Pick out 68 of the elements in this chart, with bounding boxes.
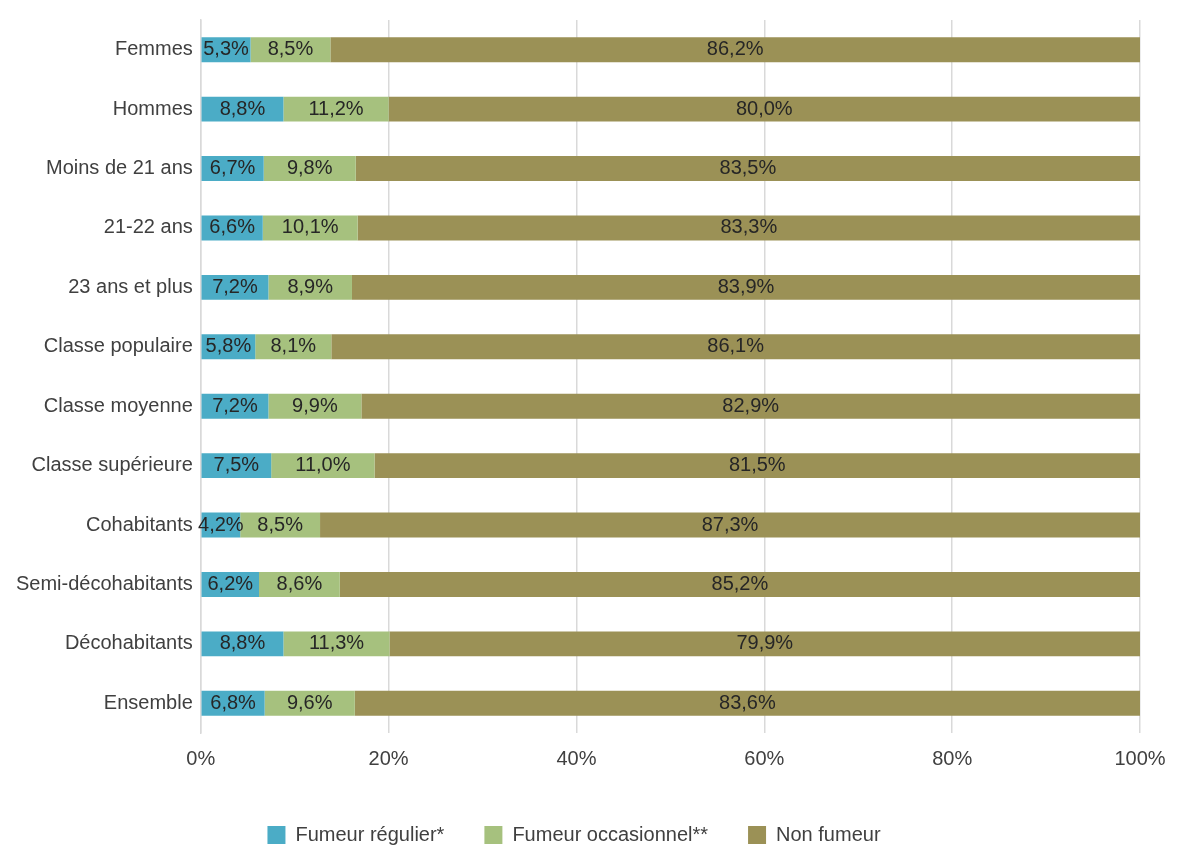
data-label: 83,5% (719, 156, 777, 179)
x-tick-label: 100% (1114, 746, 1166, 769)
data-label: 11,0% (295, 453, 351, 476)
data-label: 83,9% (717, 274, 775, 297)
y-tick-label: Semi-décohabitants (15, 571, 193, 594)
data-label: 6,8% (210, 690, 257, 713)
bar (339, 571, 1140, 597)
data-label: 83,6% (719, 690, 776, 713)
x-tick-label: 60% (744, 746, 785, 769)
data-label: 11,2% (308, 96, 364, 119)
legend-label: Fumeur régulier* (295, 822, 445, 845)
bar (374, 453, 1140, 479)
data-label: 86,2% (706, 37, 764, 60)
data-label: 8,6% (276, 571, 323, 594)
data-label: 9,6% (286, 690, 333, 713)
y-tick-label: Décohabitants (64, 631, 193, 654)
y-tick-label: Cohabitants (86, 512, 193, 535)
data-label: 10,1% (281, 215, 339, 238)
data-label: 5,3% (203, 37, 250, 60)
bar (388, 96, 1140, 122)
y-tick-label: 21-22 ans (103, 215, 193, 238)
data-label: 79,9% (736, 631, 794, 654)
data-label: 11,3% (308, 631, 365, 654)
data-label: 87,3% (701, 512, 759, 535)
bar (354, 690, 1140, 716)
data-label: 7,2% (212, 274, 258, 297)
y-tick-label: Femmes (114, 37, 193, 60)
y-tick-label: Classe populaire (43, 334, 193, 357)
bar (361, 393, 1140, 419)
data-label: 9,8% (286, 156, 333, 179)
data-label: 6,7% (209, 156, 256, 179)
y-tick-label: 23 ans et plus (68, 274, 193, 297)
data-label: 8,5% (257, 512, 304, 535)
data-label: 8,5% (267, 37, 314, 60)
x-tick-label: 0% (186, 746, 216, 769)
data-label: 8,1% (270, 334, 317, 357)
data-label: 8,8% (219, 96, 266, 119)
y-tick-label: Classe moyenne (43, 393, 193, 416)
y-tick-label: Moins de 21 ans (46, 156, 193, 179)
data-label: 6,2% (207, 571, 254, 594)
bar (389, 631, 1140, 657)
bar (357, 215, 1140, 241)
data-label: 85,2% (711, 571, 769, 594)
y-tick-label: Classe supérieure (31, 453, 193, 476)
data-label: 7,5% (213, 453, 260, 476)
data-label: 86,1% (707, 334, 765, 357)
data-label: 6,6% (209, 215, 256, 238)
bar (331, 334, 1140, 360)
data-label: 8,9% (287, 274, 334, 297)
y-tick-label: Ensemble (103, 690, 193, 713)
data-label: 82,9% (722, 393, 780, 416)
legend-label: Fumeur occasionnel** (512, 822, 709, 845)
data-label: 5,8% (205, 334, 252, 357)
x-tick-label: 40% (556, 746, 597, 769)
x-tick-label: 20% (368, 746, 409, 769)
bar (355, 156, 1140, 182)
data-label: 81,5% (728, 453, 786, 476)
data-label: 9,9% (292, 393, 338, 416)
bar (330, 37, 1140, 63)
data-label: 83,3% (720, 215, 778, 238)
data-label: 8,8% (219, 631, 266, 654)
data-label: 7,2% (212, 393, 258, 416)
bar (320, 512, 1140, 538)
x-tick-label: 80% (932, 746, 973, 769)
bar (351, 274, 1140, 300)
data-label: 80,0% (735, 96, 793, 119)
legend-label: Non fumeur (776, 822, 881, 845)
y-tick-label: Hommes (112, 96, 193, 119)
